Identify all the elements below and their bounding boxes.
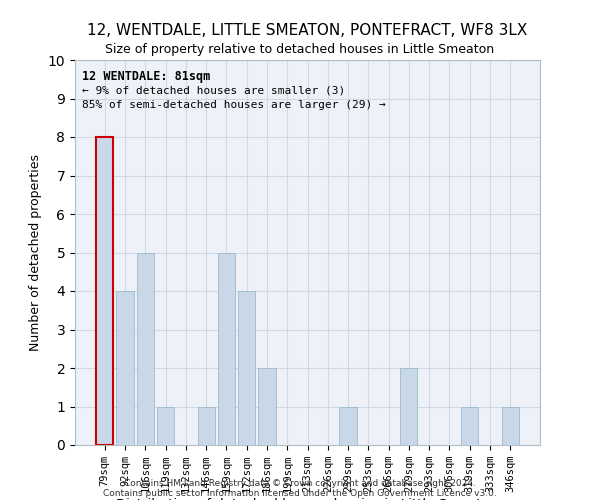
Bar (238, 291, 255, 445)
Text: Size of property relative to detached houses in Little Smeaton: Size of property relative to detached ho… (106, 42, 494, 56)
Bar (197, 406, 215, 445)
Text: 12 WENTDALE: 81sqm: 12 WENTDALE: 81sqm (82, 70, 210, 82)
Title: 12, WENTDALE, LITTLE SMEATON, PONTEFRACT, WF8 3LX: 12, WENTDALE, LITTLE SMEATON, PONTEFRACT… (88, 23, 527, 38)
Text: 85% of semi-detached houses are larger (29) →: 85% of semi-detached houses are larger (… (82, 100, 386, 110)
Bar (400, 368, 418, 445)
Bar (116, 291, 134, 445)
Bar (461, 406, 478, 445)
X-axis label: Distribution of detached houses by size in Little Smeaton: Distribution of detached houses by size … (116, 498, 499, 500)
Text: Contains HM Land Registry data © Crown copyright and database right 2024.: Contains HM Land Registry data © Crown c… (124, 478, 476, 488)
Bar (96, 137, 113, 445)
Bar (137, 252, 154, 445)
Bar (218, 252, 235, 445)
Text: Contains public sector information licensed under the Open Government Licence v3: Contains public sector information licen… (103, 488, 497, 498)
Bar (96, 137, 113, 445)
Bar (340, 406, 356, 445)
Bar (157, 406, 174, 445)
Y-axis label: Number of detached properties: Number of detached properties (29, 154, 42, 351)
Bar (259, 368, 275, 445)
Text: ← 9% of detached houses are smaller (3): ← 9% of detached houses are smaller (3) (82, 85, 345, 95)
Bar (502, 406, 519, 445)
